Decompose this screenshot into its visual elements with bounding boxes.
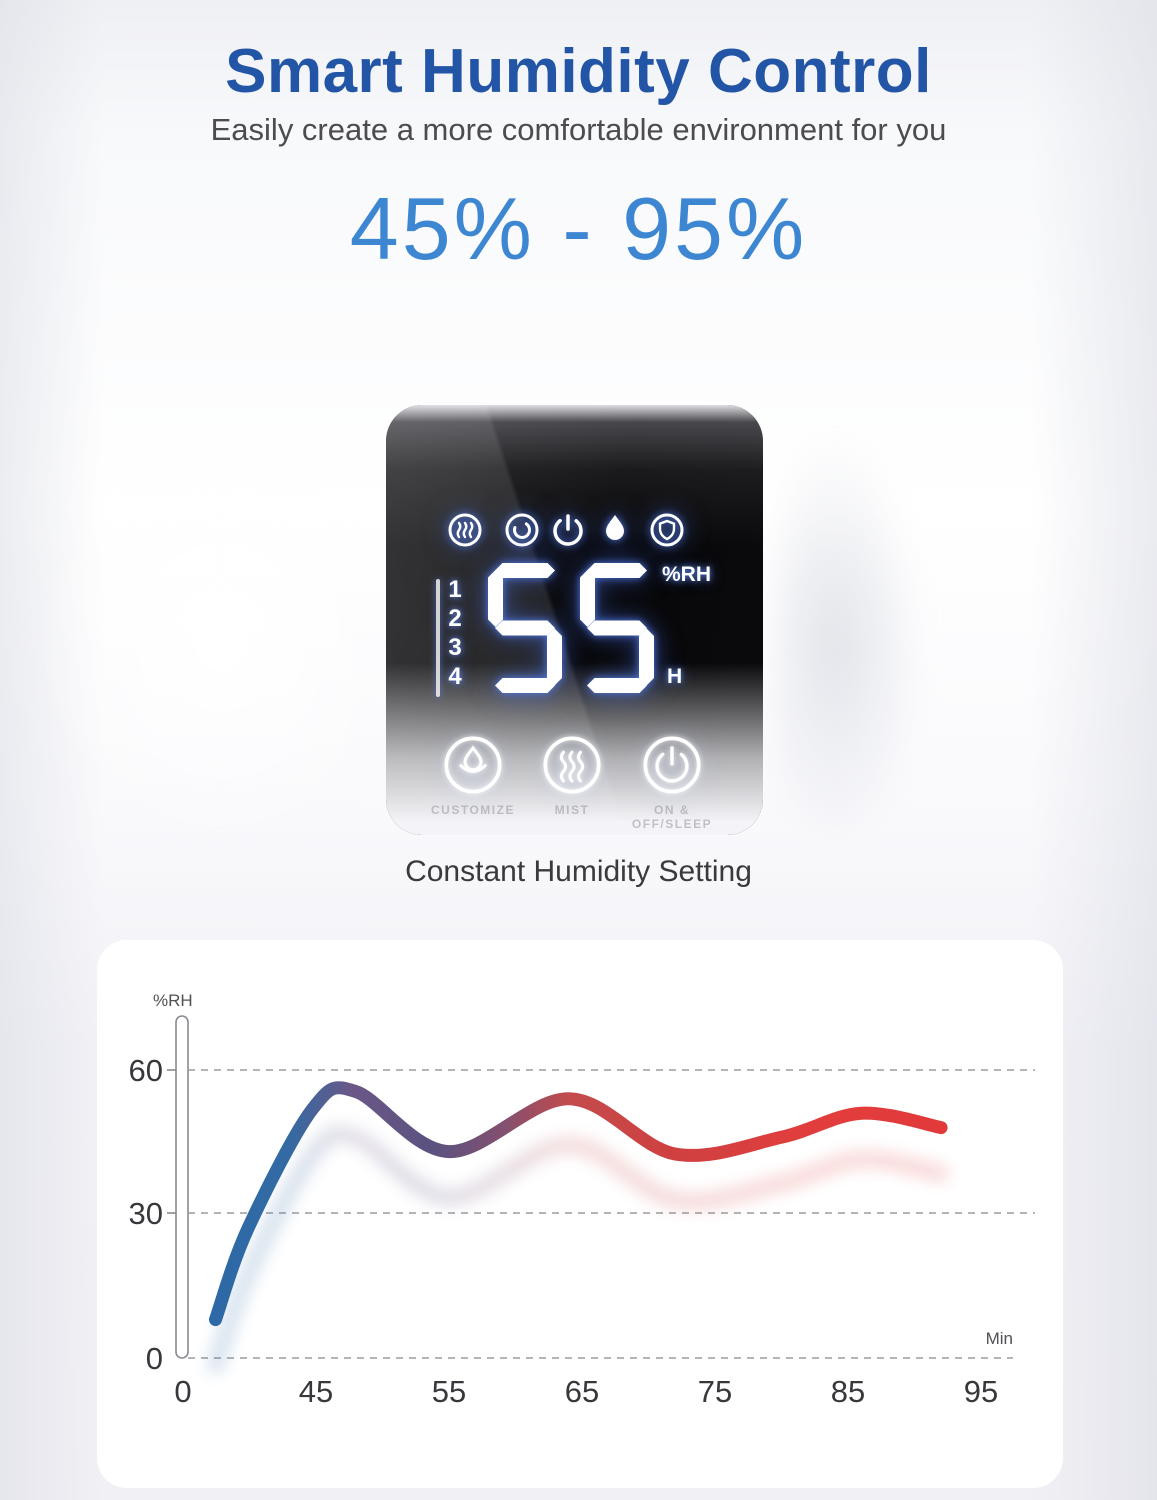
timer-level-2: 2 bbox=[448, 605, 462, 632]
x-label-65: 65 bbox=[565, 1374, 599, 1409]
page-subtitle: Easily create a more comfortable environ… bbox=[210, 112, 947, 147]
power-icon bbox=[655, 749, 689, 783]
humidity-curve-shadow bbox=[208, 1126, 949, 1374]
seven-segment-digit-5 bbox=[580, 563, 654, 693]
rotation-ring-icon bbox=[505, 513, 539, 547]
unit-hours: H bbox=[667, 665, 683, 688]
background-shadow-band bbox=[775, 430, 925, 850]
seven-segment-digit-5 bbox=[488, 563, 562, 693]
steam-icon bbox=[559, 750, 585, 783]
x-label-85: 85 bbox=[831, 1374, 865, 1409]
x-label-95: 95 bbox=[964, 1374, 998, 1409]
timer-level-column: 1 2 3 4 bbox=[444, 575, 466, 691]
power-button-label: ON & OFF/SLEEP bbox=[631, 803, 713, 831]
humidity-line-chart: %RH Min 60 30 0 0 45 55 65 75 85 95 bbox=[129, 991, 1035, 1409]
y-label-60: 60 bbox=[129, 1053, 163, 1088]
y-axis-unit-label: %RH bbox=[153, 991, 193, 1010]
unit-percent-rh: %RH bbox=[662, 563, 712, 586]
mist-level-icon bbox=[448, 513, 482, 547]
humidity-range-value: 45% - 95% bbox=[349, 179, 808, 278]
x-axis-unit-label: Min bbox=[986, 1329, 1013, 1348]
x-label-0: 0 bbox=[174, 1374, 191, 1409]
x-label-55: 55 bbox=[432, 1374, 466, 1409]
humidity-curve bbox=[209, 1081, 948, 1327]
power-icon bbox=[553, 514, 583, 546]
y-label-0: 0 bbox=[146, 1341, 163, 1376]
page-title: Smart Humidity Control bbox=[225, 37, 932, 106]
x-label-45: 45 bbox=[299, 1374, 333, 1409]
mist-button-label: MIST bbox=[554, 803, 590, 817]
background-highlight-band bbox=[40, 430, 370, 850]
humidity-chart-card: %RH Min 60 30 0 0 45 55 65 75 85 95 bbox=[97, 940, 1063, 1488]
y-label-30: 30 bbox=[129, 1196, 163, 1231]
x-label-75: 75 bbox=[698, 1374, 732, 1409]
shield-icon bbox=[650, 513, 684, 547]
humidity-value-display bbox=[488, 563, 654, 693]
power-button[interactable] bbox=[640, 733, 704, 797]
customize-button[interactable] bbox=[441, 733, 505, 797]
timer-level-4: 4 bbox=[448, 663, 462, 690]
timer-indicator-bar bbox=[436, 579, 440, 697]
y-axis-tube bbox=[175, 1015, 189, 1359]
timer-level-3: 3 bbox=[448, 634, 462, 661]
humidifier-display-panel: 1 2 3 4 %RH H bbox=[386, 405, 763, 835]
water-drop-icon bbox=[606, 515, 624, 540]
timer-level-1: 1 bbox=[448, 576, 462, 603]
mist-button[interactable] bbox=[540, 733, 604, 797]
humidity-drop-icon bbox=[459, 745, 487, 773]
chart-caption: Constant Humidity Setting bbox=[405, 855, 752, 888]
customize-button-label: CUSTOMIZE bbox=[431, 803, 515, 817]
